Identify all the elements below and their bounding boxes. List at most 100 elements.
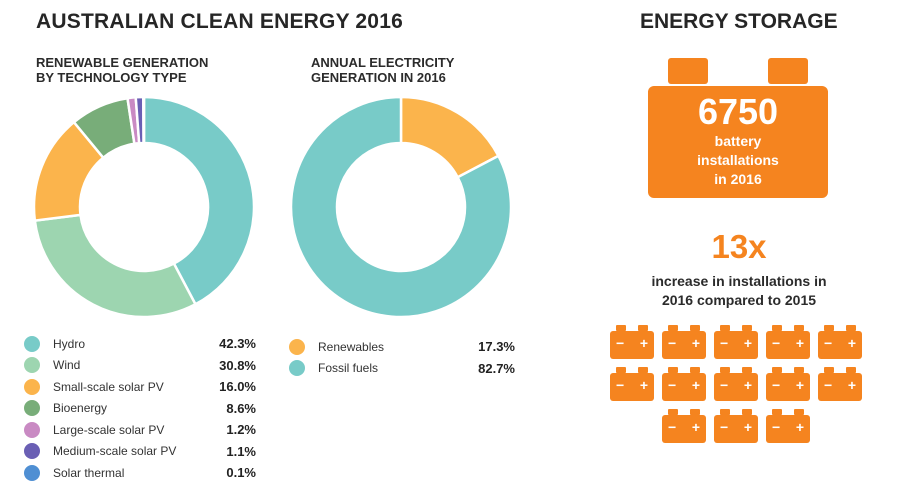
minus-icon: − bbox=[824, 335, 833, 351]
minus-icon: − bbox=[772, 377, 781, 393]
plus-icon: + bbox=[639, 377, 648, 393]
page-title: AUSTRALIAN CLEAN ENERGY 2016 bbox=[36, 10, 403, 33]
battery-body: − + bbox=[766, 331, 810, 359]
battery-terminal bbox=[846, 367, 856, 373]
legend-item: Medium-scale solar PV 1.1% bbox=[24, 441, 256, 463]
minus-icon: − bbox=[616, 335, 625, 351]
battery-icon: − + bbox=[662, 409, 706, 443]
legend-item: Bioenergy 8.6% bbox=[24, 398, 256, 420]
battery-terminal bbox=[668, 325, 678, 331]
battery-body: − + bbox=[766, 373, 810, 401]
donut-slice-solar-thermal bbox=[142, 96, 146, 145]
battery-body: − + bbox=[714, 331, 758, 359]
battery-terminal bbox=[772, 409, 782, 415]
plus-icon: + bbox=[743, 377, 752, 393]
battery-terminal bbox=[772, 367, 782, 373]
legend-value: 17.3% bbox=[478, 339, 515, 355]
legend-value: 42.3% bbox=[219, 336, 256, 352]
battery-body: − + bbox=[662, 373, 706, 401]
battery-icon: − + bbox=[714, 409, 758, 443]
battery-terminal bbox=[772, 325, 782, 331]
plus-icon: + bbox=[847, 377, 856, 393]
installations-text-3: in 2016 bbox=[714, 171, 762, 187]
battery-terminal bbox=[616, 325, 626, 331]
battery-body: − + bbox=[818, 331, 862, 359]
legend-label: Medium-scale solar PV bbox=[53, 444, 177, 459]
legend-value: 82.7% bbox=[478, 360, 515, 376]
battery-icon-grid: − + − + − + − + − + − + − + − + − + − + − + − + − + bbox=[610, 325, 870, 450]
plus-icon: + bbox=[795, 419, 804, 435]
minus-icon: − bbox=[668, 419, 677, 435]
battery-terminal bbox=[668, 409, 678, 415]
battery-icon: − + bbox=[610, 367, 654, 401]
minus-icon: − bbox=[772, 335, 781, 351]
battery-terminal bbox=[742, 409, 752, 415]
battery-body: − + bbox=[714, 415, 758, 443]
legend-item: Renewables 17.3% bbox=[289, 336, 515, 358]
battery-icon: − + bbox=[818, 367, 862, 401]
legend-swatch bbox=[24, 443, 40, 460]
battery-icon: − + bbox=[766, 409, 810, 443]
legend-value: 1.1% bbox=[226, 443, 256, 459]
battery-terminal bbox=[668, 367, 678, 373]
legend-swatch bbox=[24, 464, 40, 481]
battery-terminal bbox=[690, 367, 700, 373]
installations-count: 6750 bbox=[697, 91, 779, 132]
minus-icon: − bbox=[720, 377, 729, 393]
battery-body: − + bbox=[662, 331, 706, 359]
battery-installations-icon: 6750 battery installations in 2016 bbox=[648, 58, 828, 198]
battery-body: − + bbox=[818, 373, 862, 401]
minus-icon: − bbox=[720, 335, 729, 351]
legend-label: Small-scale solar PV bbox=[53, 379, 164, 394]
battery-icon: − + bbox=[662, 367, 706, 401]
renewable-chart-title-line1: RENEWABLE GENERATION bbox=[36, 55, 209, 70]
legend-item: Solar thermal 0.1% bbox=[24, 462, 256, 484]
donut-slice-fossil-fuels bbox=[290, 96, 512, 318]
legend-label: Renewables bbox=[318, 339, 385, 354]
legend-item: Small-scale solar PV 16.0% bbox=[24, 376, 256, 398]
battery-body: 6750 battery installations in 2016 bbox=[648, 86, 828, 198]
generation-legend: Renewables 17.3% Fossil fuels 82.7% bbox=[289, 336, 515, 379]
battery-terminal bbox=[616, 367, 626, 373]
battery-terminal bbox=[638, 367, 648, 373]
battery-terminal bbox=[794, 367, 804, 373]
battery-terminal bbox=[742, 325, 752, 331]
battery-body: − + bbox=[714, 373, 758, 401]
energy-storage-title: ENERGY STORAGE bbox=[640, 10, 838, 33]
plus-icon: + bbox=[639, 335, 648, 351]
battery-body: − + bbox=[662, 415, 706, 443]
renewable-chart-title-line2: BY TECHNOLOGY TYPE bbox=[36, 70, 187, 85]
battery-icon: − + bbox=[610, 325, 654, 359]
battery-terminal bbox=[846, 325, 856, 331]
legend-label: Fossil fuels bbox=[318, 361, 379, 376]
plus-icon: + bbox=[743, 419, 752, 435]
battery-icon: − + bbox=[662, 325, 706, 359]
generation-chart-title: ANNUAL ELECTRICITY GENERATION IN 2016 bbox=[311, 55, 454, 85]
legend-swatch bbox=[289, 360, 305, 377]
battery-terminal bbox=[824, 367, 834, 373]
legend-value: 30.8% bbox=[219, 357, 256, 373]
battery-body: − + bbox=[766, 415, 810, 443]
minus-icon: − bbox=[772, 419, 781, 435]
increase-multiplier: 13x bbox=[711, 228, 767, 265]
donut-slice-hydro bbox=[142, 96, 254, 306]
battery-terminal bbox=[794, 409, 804, 415]
battery-terminal bbox=[824, 325, 834, 331]
renewable-chart-title: RENEWABLE GENERATION BY TECHNOLOGY TYPE bbox=[36, 55, 208, 85]
legend-swatch bbox=[24, 335, 40, 352]
minus-icon: − bbox=[720, 419, 729, 435]
battery-terminal bbox=[794, 325, 804, 331]
plus-icon: + bbox=[691, 335, 700, 351]
battery-terminal bbox=[742, 367, 752, 373]
legend-label: Wind bbox=[53, 358, 81, 373]
donut-slice-wind bbox=[34, 213, 198, 318]
legend-swatch bbox=[289, 338, 305, 355]
minus-icon: − bbox=[668, 377, 677, 393]
battery-terminal bbox=[638, 325, 648, 331]
legend-item: Hydro 42.3% bbox=[24, 333, 256, 355]
legend-swatch bbox=[24, 378, 40, 395]
legend-swatch bbox=[24, 357, 40, 374]
battery-terminal bbox=[720, 367, 730, 373]
minus-icon: − bbox=[616, 377, 625, 393]
plus-icon: + bbox=[795, 335, 804, 351]
